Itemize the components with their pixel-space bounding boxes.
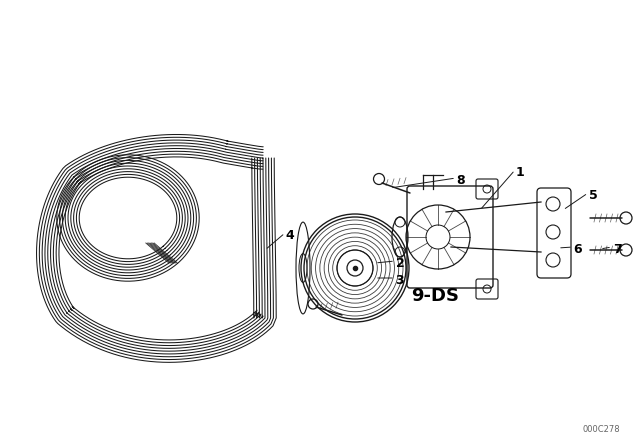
Text: 5: 5 <box>589 189 597 202</box>
Text: 9-DS: 9-DS <box>412 287 460 305</box>
Text: 4: 4 <box>285 228 294 241</box>
Text: 7: 7 <box>612 242 621 255</box>
Text: 3: 3 <box>396 273 404 287</box>
Text: 6: 6 <box>573 242 582 255</box>
Text: 1: 1 <box>516 165 524 178</box>
Text: 000C278: 000C278 <box>582 425 620 434</box>
Text: 2: 2 <box>396 257 404 270</box>
Text: 8: 8 <box>457 173 465 186</box>
